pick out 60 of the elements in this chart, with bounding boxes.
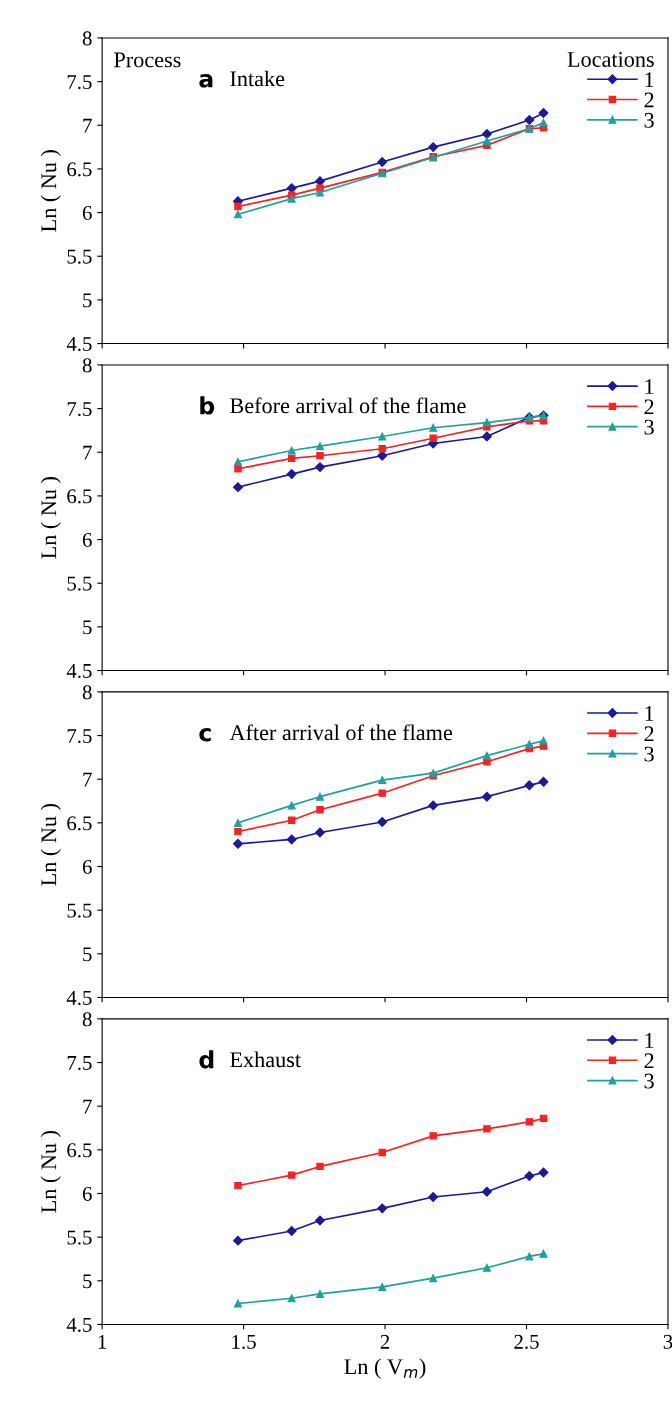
y-tick-label: 8 xyxy=(82,358,92,373)
y-tick-label: 6.5 xyxy=(67,816,92,831)
y-axis-title: Ln ( Nu ) xyxy=(40,150,61,232)
legend-label: 1 xyxy=(645,379,654,394)
y-tick-label: 7.5 xyxy=(67,1056,92,1071)
legend-label: 2 xyxy=(644,399,654,415)
x-tick-label: 3 xyxy=(663,1334,672,1349)
y-tick-label: 7.5 xyxy=(67,402,92,417)
y-tick-label: 4.5 xyxy=(66,664,92,679)
x-tick-label: 1 xyxy=(98,1334,107,1349)
y-tick-label: 5 xyxy=(83,1274,92,1289)
legend-label: 1 xyxy=(645,72,654,87)
x-tick-label: 2.5 xyxy=(514,1334,539,1349)
legend-label: 3 xyxy=(644,419,654,435)
y-tick-label: 6.5 xyxy=(67,1143,92,1158)
legend-label: 1 xyxy=(645,706,654,721)
legend-label: 3 xyxy=(644,1073,654,1089)
y-tick-label: 5 xyxy=(83,947,92,962)
y-tick-label: 6.5 xyxy=(67,489,92,504)
text: b Before arrival of the flame xyxy=(200,396,466,415)
x-axis-title: Ln ( V$_{m}$) xyxy=(344,1358,426,1379)
y-tick-label: 8 xyxy=(82,1012,92,1027)
legend-label: 1 xyxy=(645,1033,654,1048)
x-tick-label: 2 xyxy=(380,1334,390,1349)
text: d Exhaust xyxy=(199,1050,301,1069)
y-tick-label: 7 xyxy=(83,1099,92,1114)
y-tick-label: 5.5 xyxy=(67,249,92,264)
y-axis-title: Ln ( Nu ) xyxy=(40,1130,61,1213)
y-axis-title: Ln ( Nu ) xyxy=(40,477,61,559)
legend-label: 2 xyxy=(644,726,654,742)
y-tick-label: 8 xyxy=(82,31,92,46)
y-tick-label: 7.5 xyxy=(67,729,92,744)
y-axis-title: Ln ( Nu ) xyxy=(40,804,61,886)
y-tick-label: 5.5 xyxy=(67,1230,92,1245)
y-tick-label: 4.5 xyxy=(66,1317,92,1332)
legend-label: 3 xyxy=(644,112,654,128)
legend-label: 2 xyxy=(644,92,654,108)
text: c After arrival of the flame xyxy=(199,724,453,742)
annotation: Process xyxy=(114,52,181,68)
y-tick-label: 5.5 xyxy=(67,903,92,918)
text: a Intake xyxy=(199,70,285,88)
y-tick-label: 7 xyxy=(83,445,92,460)
y-tick-label: 5 xyxy=(83,293,92,308)
y-tick-label: 6 xyxy=(82,859,92,874)
y-tick-label: 4.5 xyxy=(66,991,92,1006)
y-tick-label: 6 xyxy=(82,1186,92,1201)
legend-label: 2 xyxy=(644,1053,654,1069)
y-tick-label: 7 xyxy=(83,772,92,787)
y-tick-label: 6 xyxy=(82,206,92,221)
x-tick-label: 1.5 xyxy=(232,1334,256,1349)
y-tick-label: 7 xyxy=(83,118,92,133)
legend-title: Locations xyxy=(567,52,654,67)
y-tick-label: 5.5 xyxy=(67,576,92,591)
y-tick-label: 6 xyxy=(82,532,92,547)
y-tick-label: 8 xyxy=(82,685,92,700)
y-tick-label: 4.5 xyxy=(66,337,92,352)
y-tick-label: 7.5 xyxy=(67,75,92,90)
y-tick-label: 6.5 xyxy=(67,162,92,177)
legend-label: 3 xyxy=(644,746,654,762)
y-tick-label: 5 xyxy=(83,620,92,635)
